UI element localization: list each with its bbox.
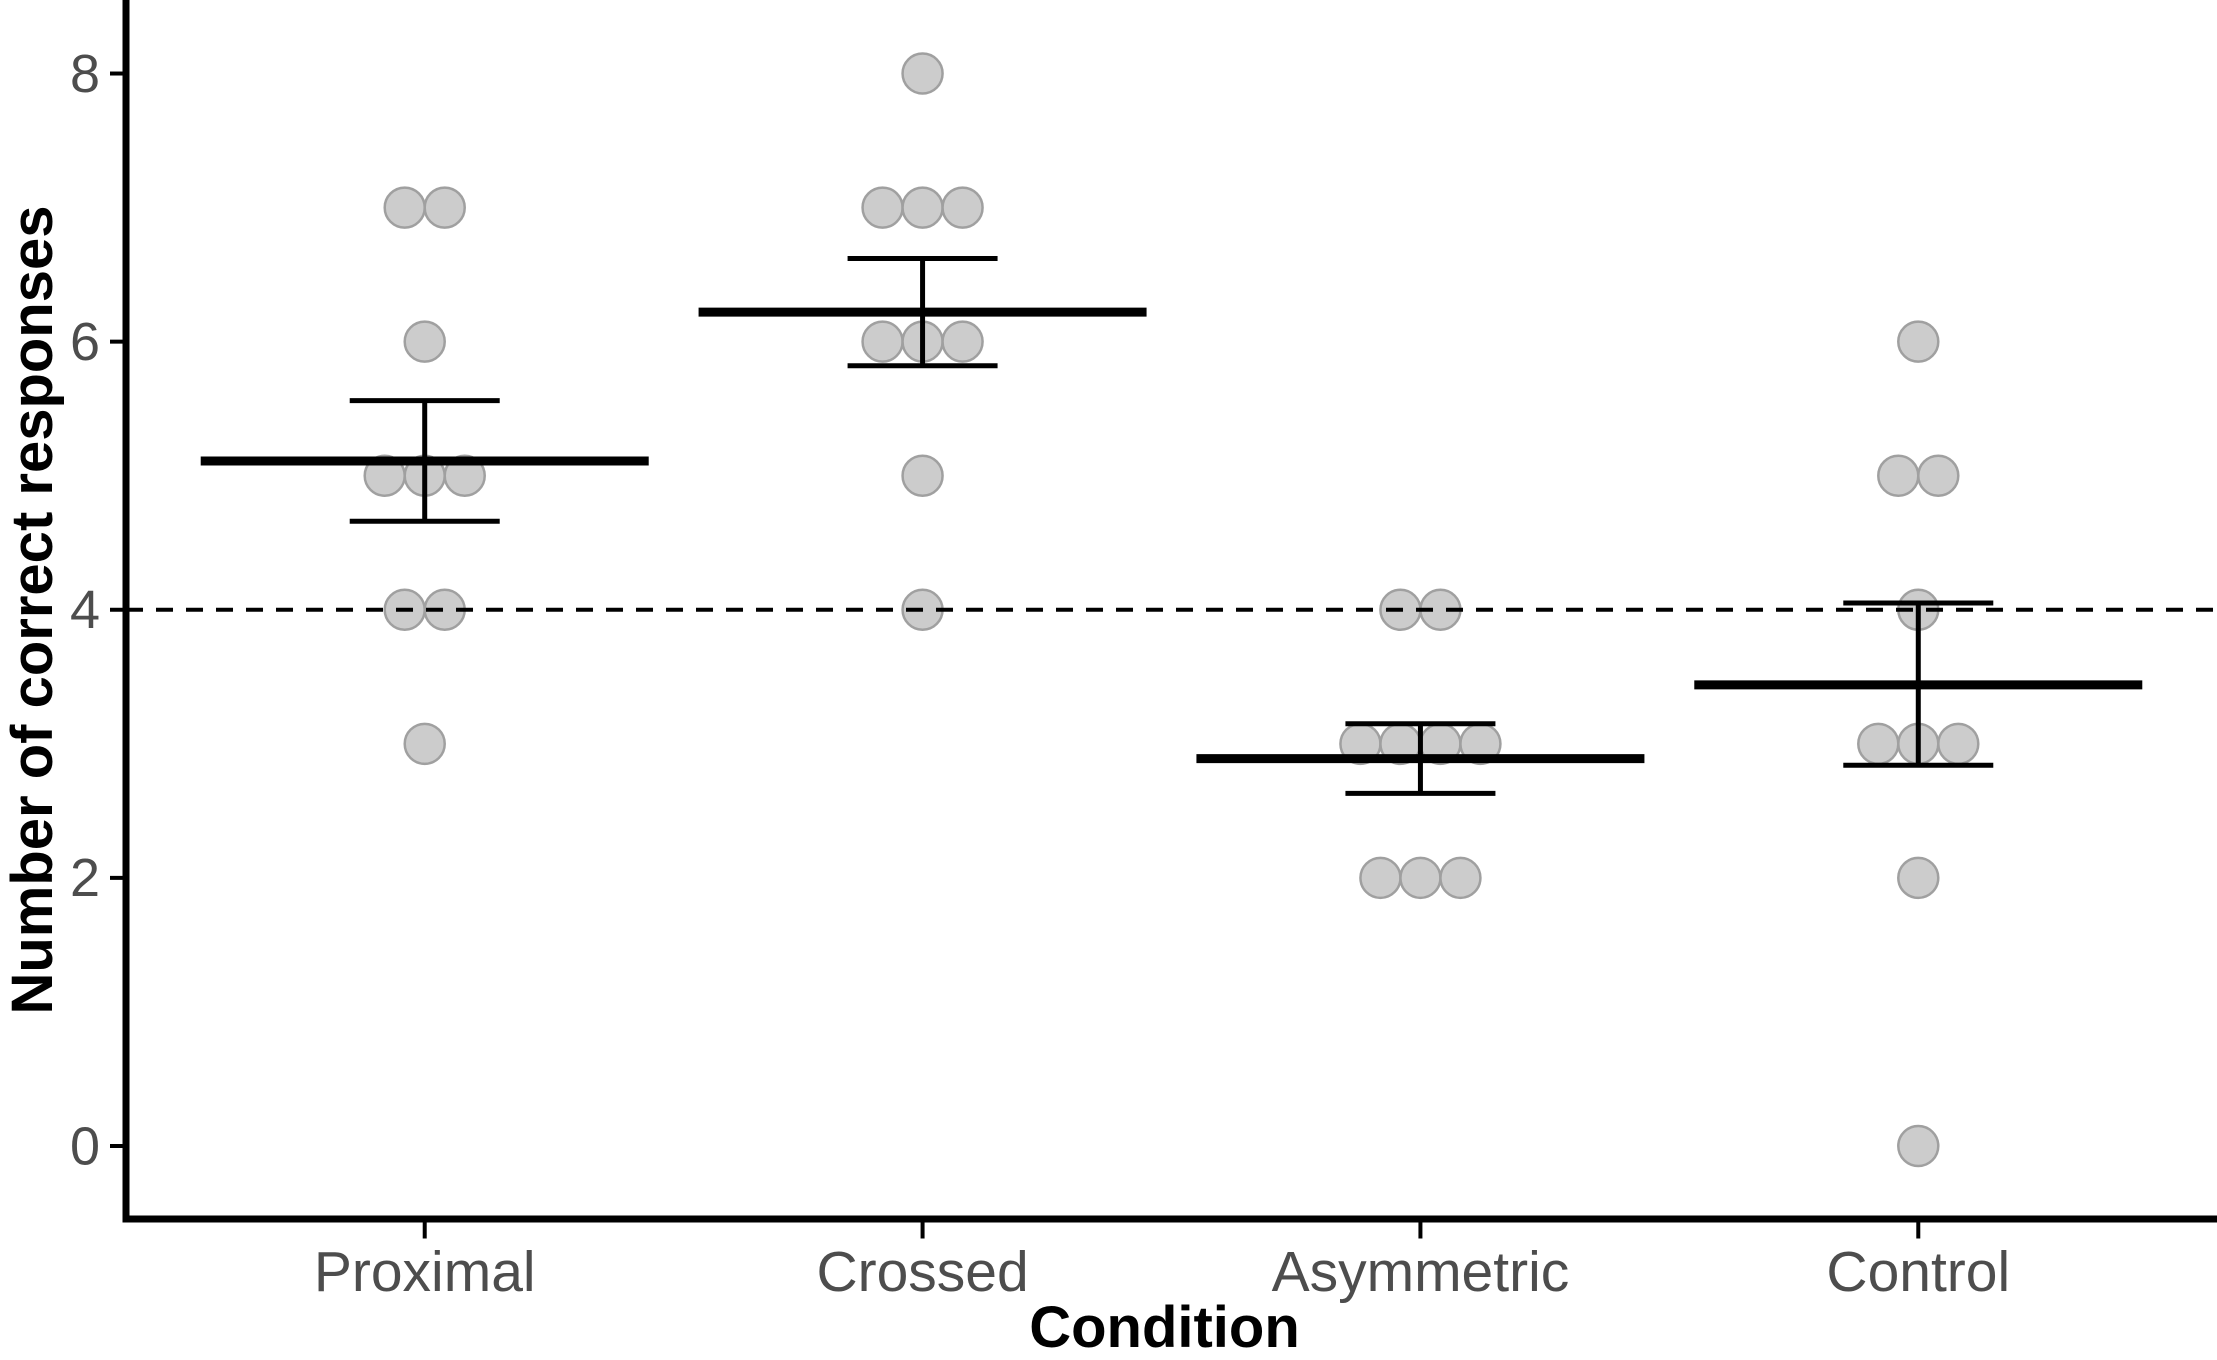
data-point	[1399, 856, 1442, 900]
data-point	[383, 186, 426, 229]
data-point	[403, 320, 446, 363]
x-tick-label-proximal: Proximal	[314, 1240, 536, 1304]
data-point	[861, 186, 904, 229]
data-point	[1857, 722, 1900, 766]
data-point	[941, 320, 984, 363]
x-tick-label-control: Control	[1826, 1240, 2010, 1304]
data-point	[1897, 1124, 1940, 1168]
data-point	[901, 186, 944, 229]
data-point	[861, 320, 904, 363]
y-tick-label: 4	[70, 580, 100, 640]
data-point	[1439, 856, 1482, 900]
x-tick-label-asymmetric: Asymmetric	[1272, 1240, 1570, 1304]
x-axis-title: Condition	[1029, 1295, 1300, 1360]
data-point	[1877, 454, 1920, 497]
data-point	[1359, 856, 1402, 900]
data-point	[1897, 320, 1940, 363]
data-point	[1917, 454, 1960, 497]
data-point	[941, 186, 984, 229]
data-point	[403, 722, 446, 766]
x-tick-label-crossed: Crossed	[816, 1240, 1028, 1304]
data-point	[901, 52, 944, 95]
data-point	[443, 454, 486, 497]
data-point	[1937, 722, 1980, 766]
y-axis-title: Number of correct responses	[0, 205, 65, 1014]
data-point	[901, 454, 944, 497]
data-point	[423, 186, 466, 229]
data-point	[1897, 856, 1940, 900]
y-tick-label: 2	[70, 848, 100, 908]
y-tick-label: 8	[70, 44, 100, 104]
y-tick-label: 0	[70, 1116, 100, 1176]
y-tick-label: 6	[70, 312, 100, 372]
